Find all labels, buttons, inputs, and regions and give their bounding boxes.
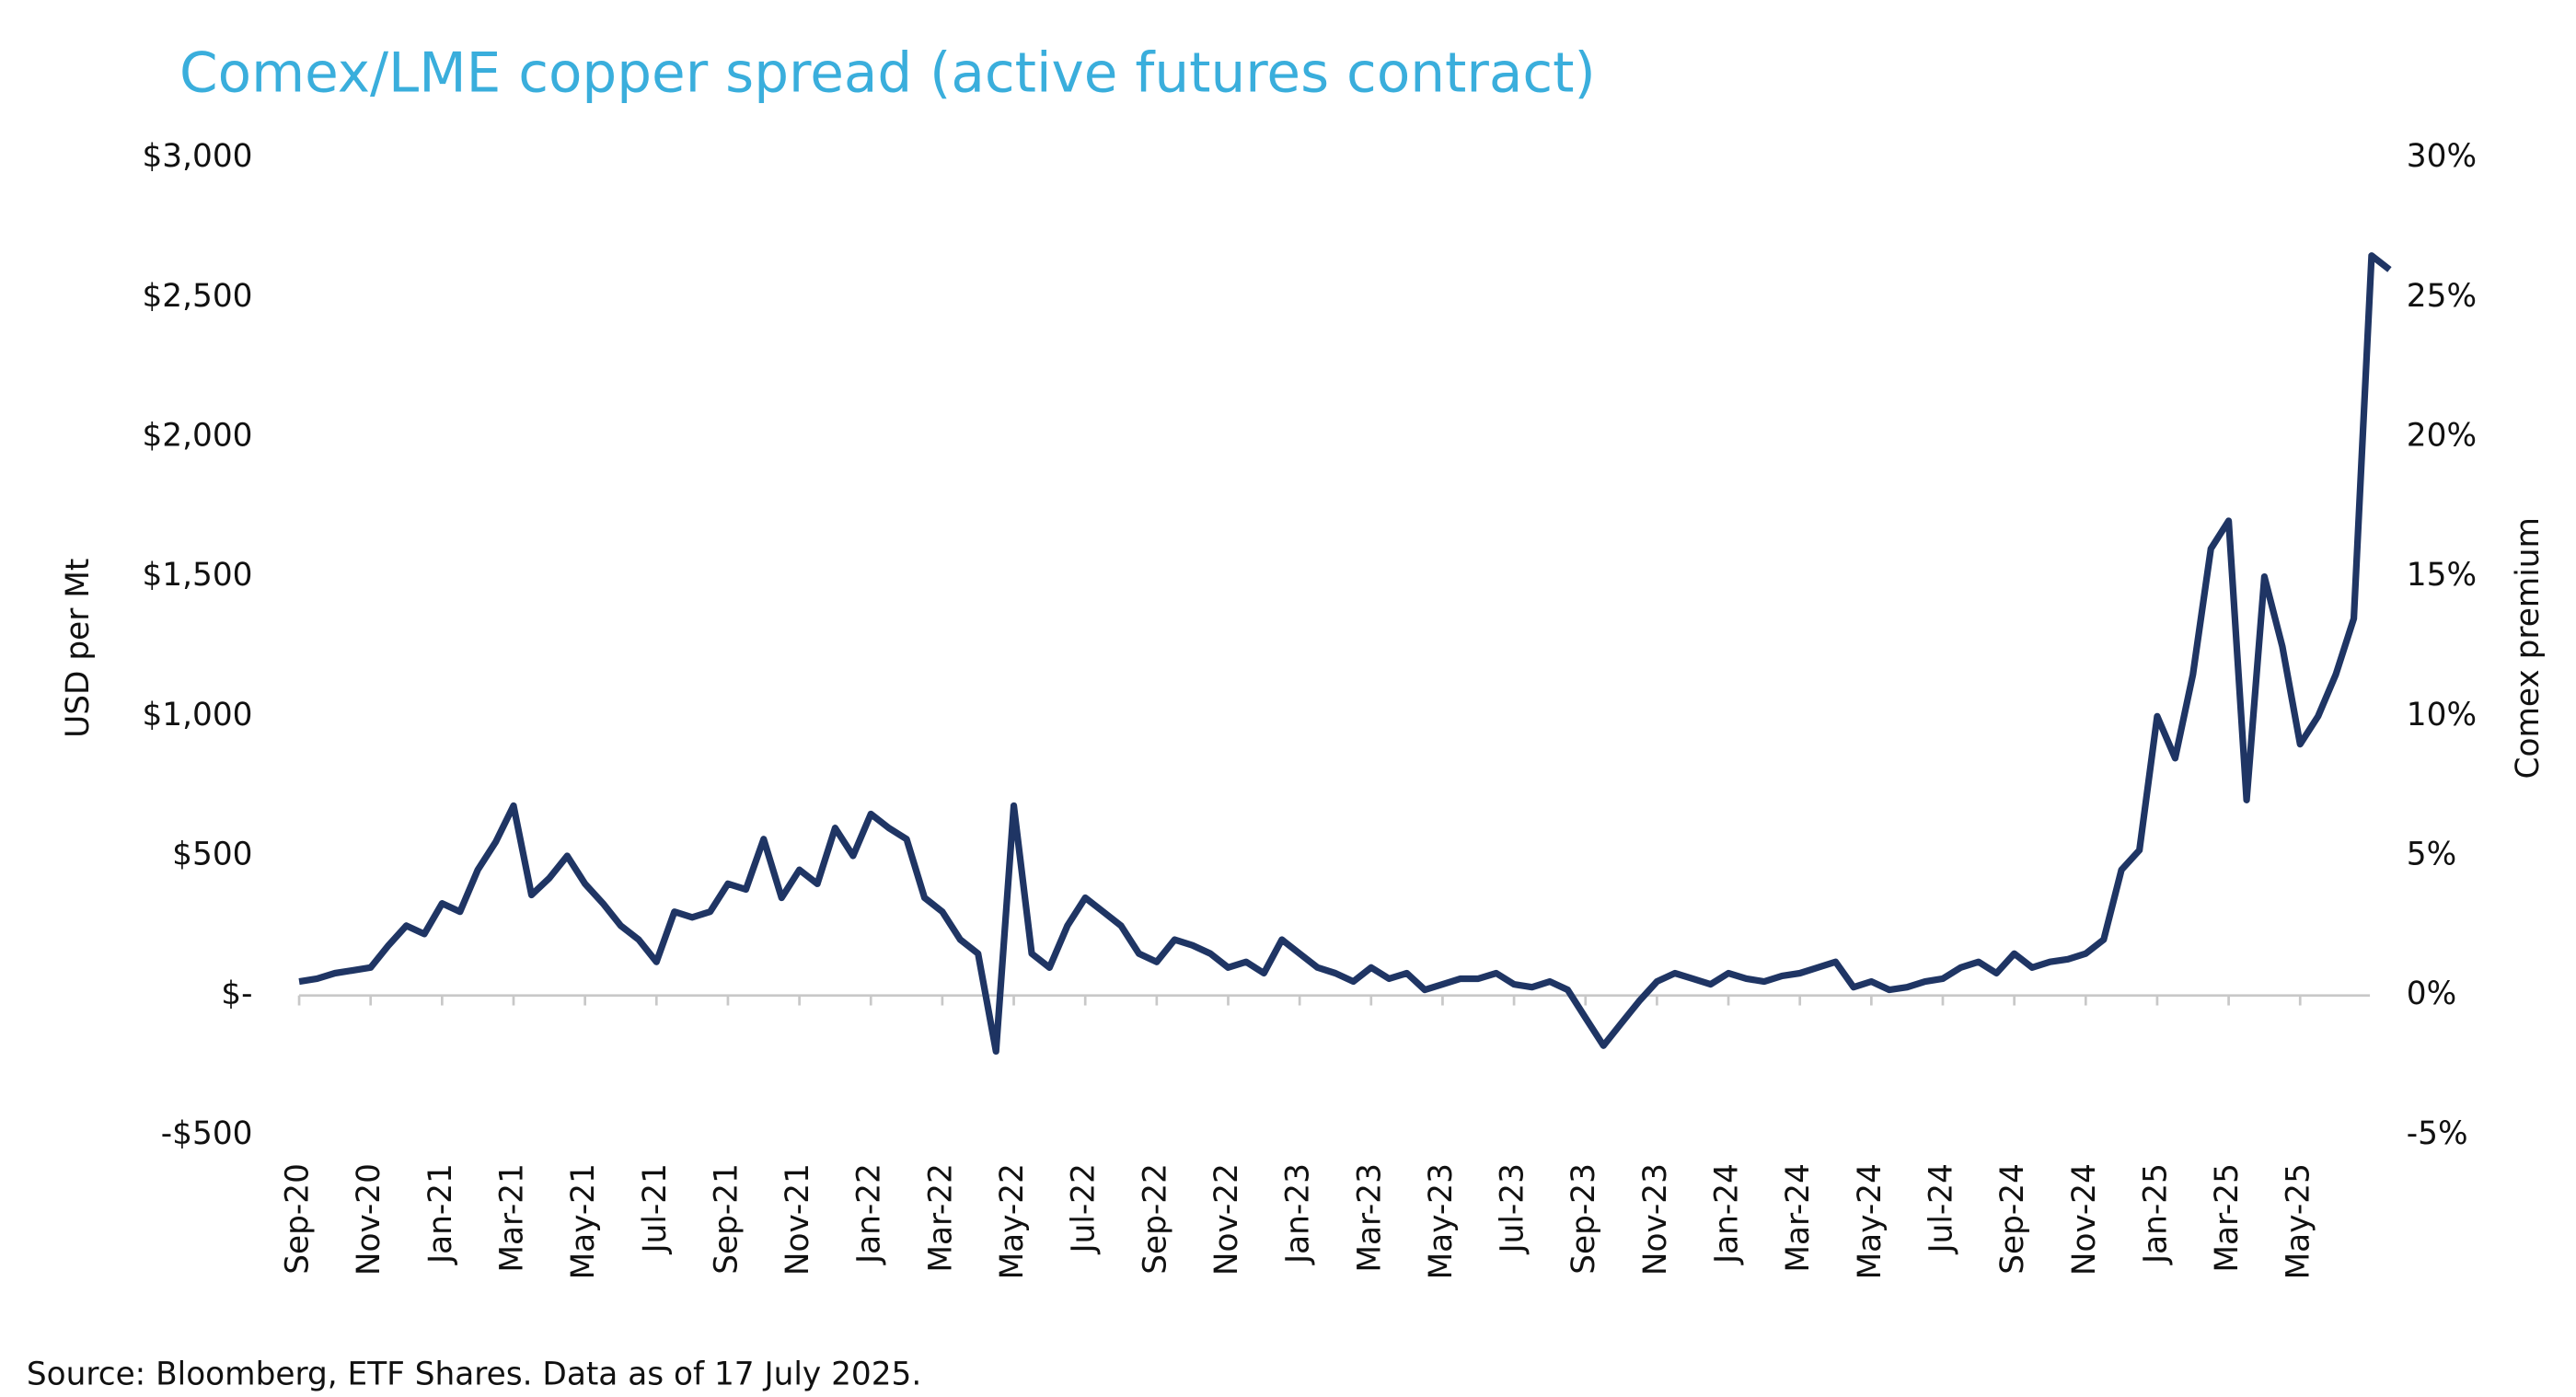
y2-tick-label: 25%	[2407, 278, 2477, 315]
y2-tick-label: 0%	[2407, 976, 2456, 1012]
x-tick-label: Sep-21	[708, 1163, 745, 1275]
y2-tick-label: 20%	[2407, 417, 2477, 454]
x-tick-label: Jan-25	[2137, 1163, 2174, 1265]
x-tick-label: Sep-20	[280, 1163, 317, 1275]
y-axis-label: USD per Mt	[60, 559, 97, 738]
x-tick-label: Jan-22	[851, 1163, 888, 1265]
y2-tick-label: -5%	[2407, 1115, 2468, 1152]
x-tick-label: Sep-22	[1137, 1163, 1173, 1275]
x-tick-label: Sep-24	[1994, 1163, 2031, 1275]
y-tick-label: $3,000	[142, 138, 252, 175]
x-tick-label: Sep-23	[1565, 1163, 1602, 1275]
y-tick-label: $1,000	[142, 697, 252, 733]
x-tick-label: Jul-24	[1923, 1163, 1959, 1254]
x-tick-label: Mar-25	[2209, 1163, 2246, 1273]
line-series	[298, 252, 2392, 1055]
y2-tick-label: 5%	[2407, 837, 2456, 873]
x-tick-label: Nov-21	[780, 1163, 816, 1276]
y-tick-label: $2,500	[142, 278, 252, 315]
y2-tick-label: 15%	[2407, 557, 2477, 594]
x-tick-label: Nov-24	[2066, 1163, 2103, 1276]
x-tick-label: Mar-23	[1351, 1163, 1388, 1273]
y2-tick-label: 30%	[2407, 138, 2477, 175]
y2-tick-label: 10%	[2407, 697, 2477, 733]
x-tick-label: Jul-23	[1495, 1163, 1531, 1254]
x-tick-label: Jul-21	[637, 1163, 674, 1254]
x-tick-label: Nov-23	[1637, 1163, 1674, 1276]
y-tick-label: $-	[221, 976, 252, 1012]
x-tick-label: Mar-22	[922, 1163, 959, 1273]
x-tick-label: Mar-21	[493, 1163, 530, 1273]
x-tick-label: Jan-21	[422, 1163, 459, 1265]
source-note: Source: Bloomberg, ETF Shares. Data as o…	[27, 1357, 921, 1393]
x-tick-label: May-25	[2281, 1163, 2317, 1279]
x-tick-label: Nov-20	[351, 1163, 387, 1276]
x-tick-label: Jul-22	[1066, 1163, 1103, 1254]
y2-axis-label: Comex premium	[2510, 517, 2547, 779]
y-tick-label: -$500	[161, 1115, 253, 1152]
x-tick-label: Nov-22	[1208, 1163, 1245, 1276]
y-tick-label: $2,000	[142, 417, 252, 454]
y-tick-label: $1,500	[142, 557, 252, 594]
x-tick-label: Jan-23	[1280, 1163, 1317, 1265]
y-tick-label: $500	[172, 837, 252, 873]
x-tick-label: May-22	[994, 1163, 1031, 1279]
x-tick-label: May-24	[1852, 1163, 1889, 1279]
x-tick-label: Mar-24	[1780, 1163, 1817, 1273]
x-tick-label: Jan-24	[1709, 1163, 1746, 1265]
chart-title: Comex/LME copper spread (active futures …	[179, 42, 1596, 106]
x-tick-label: May-23	[1423, 1163, 1460, 1279]
x-tick-label: May-21	[565, 1163, 602, 1279]
